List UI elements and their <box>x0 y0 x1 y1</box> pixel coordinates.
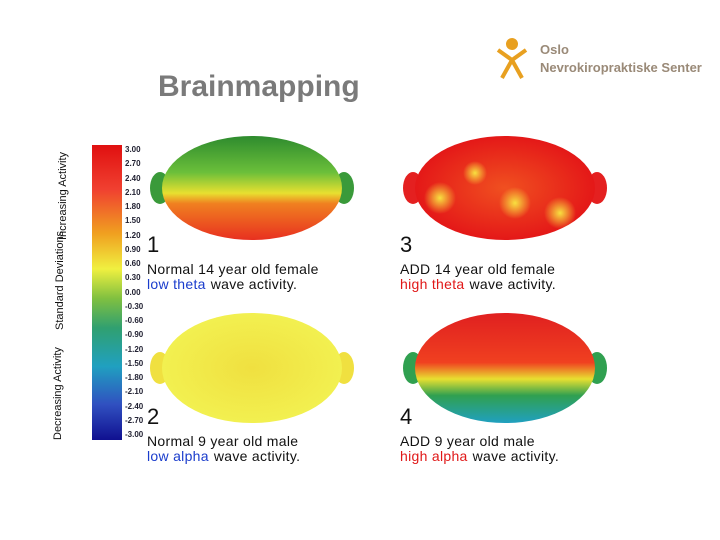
scale-tick-label: -2.70 <box>125 415 144 425</box>
caption-line: high alpha wave activity. <box>400 449 559 464</box>
map-number: 1 <box>147 232 160 257</box>
scale-tick-label: 1.80 <box>125 202 141 211</box>
scale-tick-label: 0.00 <box>125 287 141 297</box>
caption-rest: wave activity. <box>213 448 301 464</box>
caption-highlight: low theta <box>147 276 206 292</box>
caption-highlight: low alpha <box>147 448 209 464</box>
scale-tick-label: 2.70 <box>125 159 141 169</box>
logo-text: Nevrokiropraktiske Senter <box>540 60 702 75</box>
scale-tick-label: 3.00 <box>125 145 141 154</box>
scale-tick-label: 0.30 <box>125 273 141 283</box>
scale-tick-label: -2.40 <box>125 401 144 411</box>
scale-tick-label: -1.80 <box>125 373 144 382</box>
map-number: 2 <box>147 404 160 429</box>
caption-line: ADD 9 year old male <box>400 433 535 449</box>
caption-line: low alpha wave activity. <box>147 449 300 464</box>
scale-label: Standard Deviations <box>54 230 66 330</box>
scale-tick-label: 1.50 <box>125 216 141 226</box>
scale-tick-label: -1.20 <box>125 344 144 354</box>
scale-tick-label: 2.10 <box>125 187 141 197</box>
head-map-3 <box>403 136 607 240</box>
scale-label: Increasing Activity <box>57 151 69 240</box>
scale-tick-label: -0.60 <box>125 316 144 325</box>
map-number: 3 <box>400 232 413 257</box>
caption-line: Normal 14 year old female <box>147 261 319 277</box>
caption-highlight: high theta <box>400 276 465 292</box>
scale-tick-label: -1.50 <box>125 358 144 368</box>
caption-rest: wave activity. <box>210 276 298 292</box>
logo-text: Oslo <box>540 42 569 57</box>
map-caption: Normal 9 year old male low alpha wave acti… <box>147 434 300 464</box>
map-caption: Normal 14 year old female low theta wave a… <box>147 262 319 292</box>
head-map-1 <box>150 136 354 240</box>
caption-line: high theta wave activity. <box>400 277 556 292</box>
title: Brainmapping <box>158 70 360 103</box>
map-caption: ADD 9 year old male high alpha wave activi… <box>400 434 559 464</box>
caption-line: ADD 14 year old female <box>400 261 556 277</box>
scale-tick-label: -3.00 <box>125 430 144 439</box>
map-caption: ADD 14 year old female high theta wave act… <box>400 262 556 292</box>
caption-rest: wave activity. <box>469 276 556 292</box>
scale-tick-label: -2.10 <box>125 387 144 397</box>
map-number: 4 <box>400 404 413 429</box>
scale-tick-label: 2.40 <box>125 173 141 183</box>
head-map-4 <box>403 313 607 423</box>
scale-tick-label: -0.90 <box>125 330 144 340</box>
scale-tick-label: -0.30 <box>125 301 144 311</box>
scale-tick-label: 0.90 <box>125 244 141 254</box>
logo-icon <box>496 38 528 79</box>
scale-tick-label: 1.20 <box>125 230 141 240</box>
caption-highlight: high alpha <box>400 448 468 464</box>
caption-line: Normal 9 year old male <box>147 433 299 449</box>
caption-rest: wave activity. <box>472 448 560 464</box>
head-map-2 <box>150 313 354 423</box>
color-bar <box>92 145 122 440</box>
caption-line: low theta wave activity. <box>147 277 319 292</box>
scale-label: Decreasing Activity <box>52 347 64 440</box>
scale-tick-label: 0.60 <box>125 259 141 268</box>
